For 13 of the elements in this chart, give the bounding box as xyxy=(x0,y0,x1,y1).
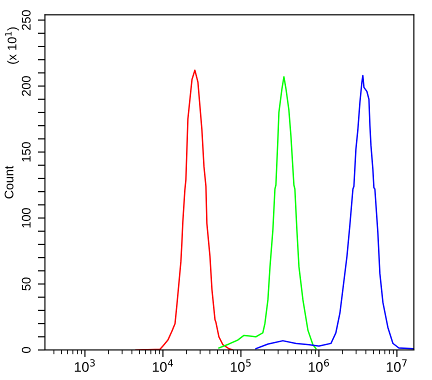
y-tick-label: 100 xyxy=(22,208,31,228)
text: (x 10$^{1}$) xyxy=(5,27,19,64)
y-tick-label: 150 xyxy=(22,142,31,162)
x-tick-label: 10$^{6}$ xyxy=(308,359,329,372)
y-tick-label: 50 xyxy=(22,278,31,290)
x-tick-label: 10$^{7}$ xyxy=(386,359,407,372)
y-tick-label: 200 xyxy=(22,76,31,96)
y-tick-label: 0 xyxy=(22,346,31,353)
x-tick-label: 10$^{5}$ xyxy=(230,359,251,372)
y-axis-title: Count xyxy=(4,166,14,198)
y-tick-label: 250 xyxy=(22,10,31,30)
x-tick-label: 10$^{3}$ xyxy=(74,359,95,372)
x-tick-label: 10$^{4}$ xyxy=(152,359,174,372)
